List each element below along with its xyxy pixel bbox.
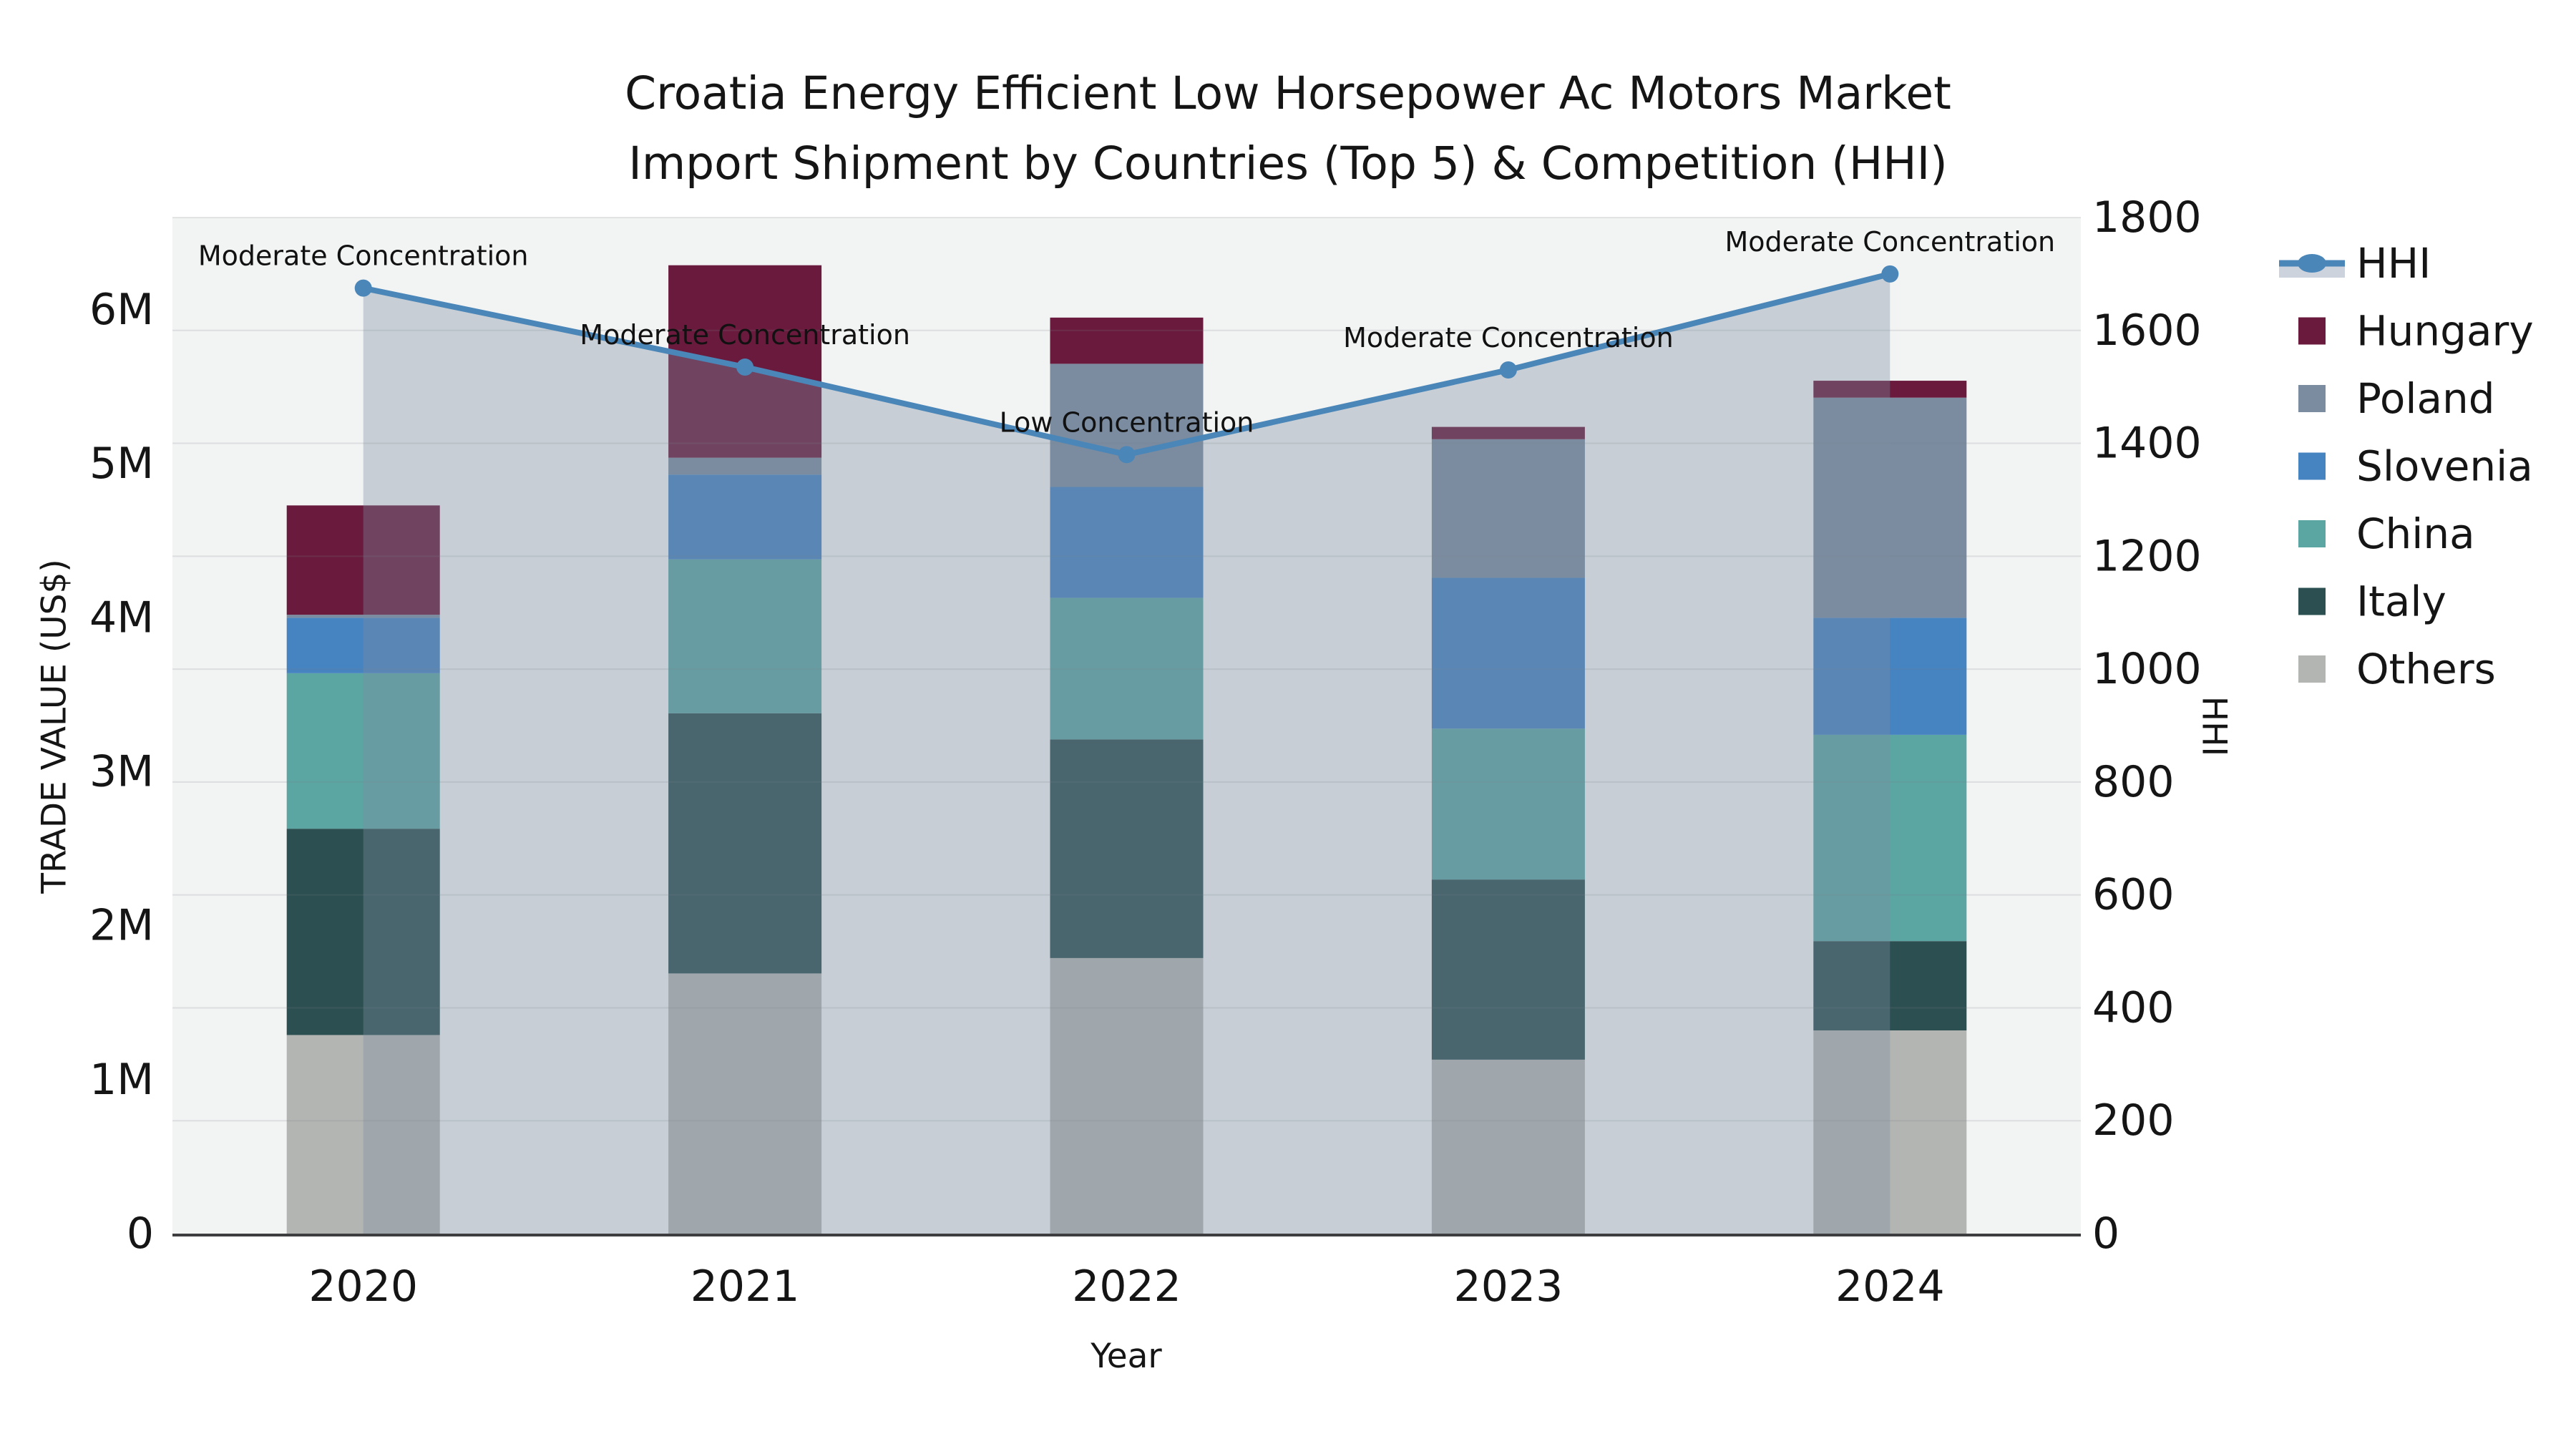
legend-swatch-slovenia[interactable] [2298,452,2326,480]
legend-label-others[interactable]: Others [2356,645,2496,693]
hhi-marker-2022[interactable] [1118,446,1136,464]
y-left-tick-5M: 5M [89,439,154,489]
x-tick-2022: 2022 [1072,1262,1181,1312]
chart-title: Croatia Energy Efficient Low Horsepower … [0,59,2576,199]
bar-2024-china[interactable] [1813,734,1967,942]
hhi-marker-2020[interactable] [354,279,372,297]
bar-2023-china[interactable] [1431,728,1585,880]
legend-hhi-marker-swatch[interactable] [2298,254,2326,273]
bar-2022-others[interactable] [1050,957,1204,1234]
legend-label-china[interactable]: China [2356,509,2475,558]
annotation-2022: Low Concentration [1000,406,1254,438]
y-left-tick-6M: 6M [89,285,154,335]
legend-swatch-italy[interactable] [2298,587,2326,615]
bar-2022-slovenia[interactable] [1050,487,1204,598]
y-right-tick-800: 800 [2092,757,2175,807]
bar-2023-slovenia[interactable] [1431,577,1585,729]
hhi-area-fill [363,273,1890,1234]
bar-2024-slovenia[interactable] [1813,618,1967,735]
bar-2024-italy[interactable] [1813,941,1967,1030]
hhi-marker-2021[interactable] [736,358,754,376]
annotation-2021: Moderate Concentration [580,319,910,351]
bar-2021-poland[interactable] [668,457,822,475]
legend-label-hhi[interactable]: HHI [2356,239,2431,288]
bar-2020-hungary[interactable] [286,505,440,615]
y-right-tick-1000: 1000 [2092,644,2202,694]
annotation-2020: Moderate Concentration [198,240,529,272]
legend-swatch-china[interactable] [2298,520,2326,547]
bar-2020-italy[interactable] [286,829,440,1035]
y-right-tick-1200: 1200 [2092,531,2202,581]
legend-label-slovenia[interactable]: Slovenia [2356,442,2533,491]
x-tick-2021: 2021 [691,1262,800,1312]
legend-swatch-hungary[interactable] [2298,317,2326,345]
y-right-tick-400: 400 [2092,982,2175,1033]
legend-label-italy[interactable]: Italy [2356,577,2446,626]
y-right-tick-200: 200 [2092,1096,2175,1146]
bar-2023-hungary[interactable] [1431,426,1585,439]
hhi-marker-2023[interactable] [1499,361,1517,379]
y-right-tick-1800: 1800 [2092,192,2202,243]
bar-2023-others[interactable] [1431,1059,1585,1234]
y-right-tick-1400: 1400 [2092,419,2202,469]
x-tick-2023: 2023 [1454,1262,1563,1312]
y-left-tick-1M: 1M [89,1055,154,1105]
legend-label-hungary[interactable]: Hungary [2356,307,2534,356]
chart-title-line1: Croatia Energy Efficient Low Horsepower … [625,67,1951,119]
bar-2020-china[interactable] [286,673,440,829]
annotation-2023: Moderate Concentration [1343,322,1674,353]
x-tick-2020: 2020 [308,1262,418,1312]
bar-2023-italy[interactable] [1431,879,1585,1060]
chart-title-line2: Import Shipment by Countries (Top 5) & C… [628,137,1948,190]
bar-2020-poland[interactable] [286,615,440,618]
bar-2020-slovenia[interactable] [286,618,440,673]
bar-2021-italy[interactable] [668,713,822,974]
legend-swatch-poland[interactable] [2298,385,2326,412]
x-axis-label: Year [1091,1337,1162,1376]
y-left-tick-4M: 4M [89,592,154,643]
bar-2022-poland[interactable] [1050,364,1204,487]
y-right-tick-600: 600 [2092,870,2175,920]
y-right-tick-1600: 1600 [2092,306,2202,356]
x-tick-2024: 2024 [1835,1262,1945,1312]
y-left-tick-0: 0 [127,1209,154,1259]
bar-2022-china[interactable] [1050,597,1204,740]
y-left-tick-2M: 2M [89,901,154,951]
hhi-marker-2024[interactable] [1881,265,1899,283]
bar-2022-hungary[interactable] [1050,317,1204,364]
bar-2024-hungary[interactable] [1813,381,1967,398]
bar-2021-slovenia[interactable] [668,474,822,560]
y-left-tick-3M: 3M [89,747,154,797]
legend-swatch-others[interactable] [2298,655,2326,683]
bar-2024-others[interactable] [1813,1030,1967,1234]
bar-2022-italy[interactable] [1050,739,1204,958]
bar-2024-poland[interactable] [1813,397,1967,618]
bar-2023-poland[interactable] [1431,439,1585,578]
legend-label-poland[interactable]: Poland [2356,374,2495,423]
annotation-2024: Moderate Concentration [1724,226,2055,258]
bar-2020-others[interactable] [286,1035,440,1234]
y-right-tick-0: 0 [2092,1209,2119,1259]
bar-2021-others[interactable] [668,973,822,1234]
bar-2021-china[interactable] [668,559,822,713]
